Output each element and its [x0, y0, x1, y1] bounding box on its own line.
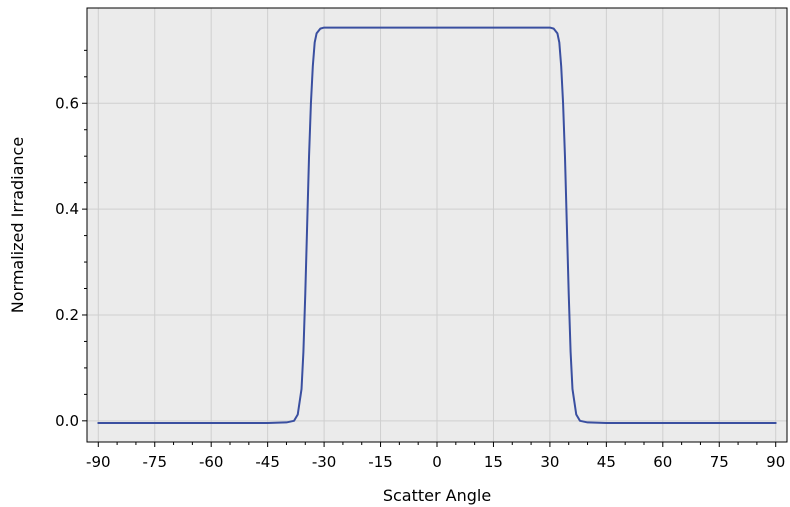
x-tick-label: -75 [142, 453, 167, 471]
x-tick-label: 0 [432, 453, 442, 471]
plot-frame [86, 7, 788, 443]
x-tick-label: 15 [484, 453, 503, 471]
y-tick-label: 0.6 [55, 94, 79, 112]
y-tick-label: 0.4 [55, 200, 79, 218]
x-tick-label: -45 [255, 453, 280, 471]
x-tick-label: 90 [766, 453, 785, 471]
series-line [97, 26, 777, 424]
x-tick-label: -15 [368, 453, 393, 471]
x-tick-label: -30 [312, 453, 337, 471]
grid [87, 8, 787, 442]
x-axis-label: Scatter Angle [383, 486, 491, 505]
x-tick-label: 45 [597, 453, 616, 471]
y-tick-label: 0.0 [55, 412, 79, 430]
y-tick-label: 0.2 [55, 306, 79, 324]
x-tick-label: 30 [540, 453, 559, 471]
y-axis-label: Normalized Irradiance [8, 137, 27, 313]
x-tick-label: 75 [710, 453, 729, 471]
x-tick-label: -90 [86, 453, 111, 471]
series-layer [97, 26, 777, 424]
x-tick-label: -60 [199, 453, 224, 471]
x-tick-label: 60 [653, 453, 672, 471]
axis-ticks: -90 -75 -60 -45 -30 -15 0 15 30 45 60 75 90 0.0 0.2 0.4… [55, 49, 785, 471]
